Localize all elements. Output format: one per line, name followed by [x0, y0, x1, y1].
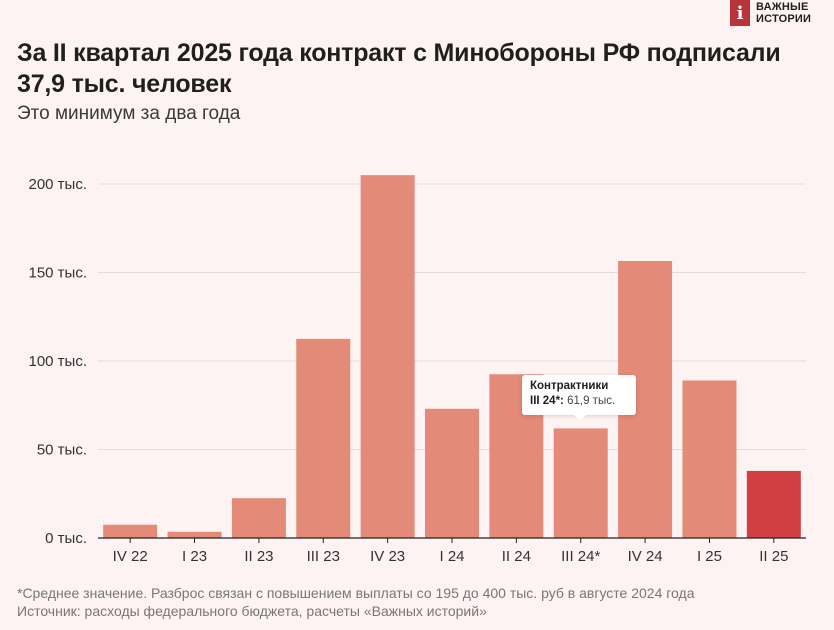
x-tick-label: III 23	[307, 548, 340, 565]
x-tick-label: IV 24	[628, 548, 663, 565]
x-tick-label: IV 23	[370, 548, 405, 565]
y-tick-label: 50 тыс.	[37, 442, 87, 459]
y-tick-label: 100 тыс.	[28, 353, 87, 370]
bar-tooltip: Контрактники III 24*: 61,9 тыс.	[522, 375, 636, 421]
bar	[425, 408, 479, 538]
bar	[682, 380, 737, 538]
footnote-source: Источник: расходы федерального бюджета, …	[17, 603, 487, 619]
bar	[360, 175, 415, 538]
bar	[167, 531, 222, 538]
tooltip-title: Контрактники	[530, 380, 609, 392]
x-tick-label: I 24	[439, 548, 464, 565]
y-tick-label: 200 тыс.	[28, 176, 87, 193]
x-tick-label: II 24	[502, 548, 531, 565]
tooltip-row: III 24*: 61,9 тыс.	[530, 394, 636, 409]
y-tick-label: 150 тыс.	[28, 265, 87, 282]
x-tick-label: I 23	[182, 548, 207, 565]
footnote: *Среднее значение. Разброс связан с повы…	[17, 584, 694, 620]
bar	[231, 498, 286, 538]
bar	[746, 470, 801, 538]
logo-text: ВАЖНЫЕ ИСТОРИИ	[756, 0, 811, 25]
tooltip-label: III 24*:	[530, 395, 564, 407]
x-tick-label: II 23	[244, 548, 273, 565]
brand-logo: i ВАЖНЫЕ ИСТОРИИ	[730, 0, 811, 26]
logo-mark-icon: i	[730, 0, 750, 26]
bar-chart: 0 тыс. 50 тыс. 100 тыс. 150 тыс. 200 тыс. IV …	[28, 175, 806, 565]
x-tick-label: IV 22	[113, 548, 148, 565]
x-tick-label: I 25	[697, 548, 722, 565]
logo-line-2: ИСТОРИИ	[756, 13, 812, 25]
footnote-note: *Среднее значение. Разброс связан с повы…	[17, 585, 695, 601]
y-tick-label: 0 тыс.	[45, 530, 87, 547]
x-tick-label: III 24*	[561, 548, 600, 565]
chart-title: За II квартал 2025 года контракт с Миноб…	[17, 39, 781, 98]
bar	[553, 428, 608, 538]
chart-subtitle: Это минимум за два года	[17, 103, 241, 124]
bar	[103, 524, 158, 538]
tooltip-value: 61,9 тыс.	[567, 395, 616, 407]
bar	[296, 338, 351, 538]
x-tick-label: II 25	[759, 548, 788, 565]
logo-line-1: ВАЖНЫЕ	[756, 1, 809, 13]
